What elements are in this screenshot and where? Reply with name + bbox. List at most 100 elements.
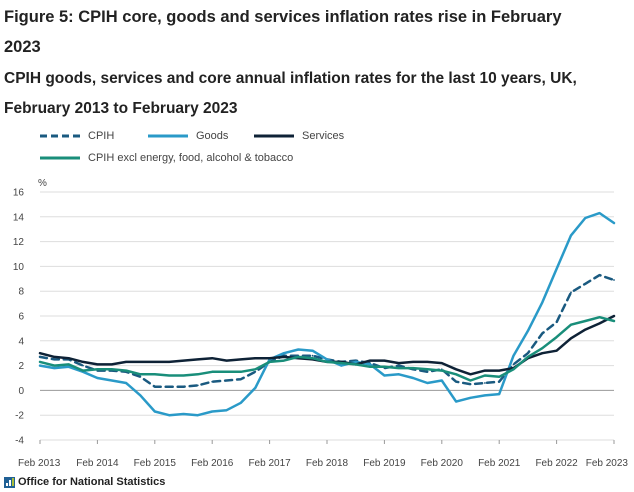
- data-point-goods: [469, 396, 472, 399]
- data-point-goods: [354, 361, 357, 363]
- data-point-goods: [340, 364, 343, 367]
- x-tick-label: Feb 2018: [306, 458, 349, 469]
- data-point-goods: [240, 401, 242, 404]
- data-point-cpih: [225, 379, 228, 382]
- data-point-cpih: [53, 358, 56, 361]
- data-point-cpih: [570, 291, 572, 294]
- data-point-cpih: [39, 356, 41, 358]
- data-point-core: [512, 368, 515, 371]
- footer: Office for National Statistics: [0, 473, 634, 492]
- data-point-cpih: [139, 375, 142, 378]
- data-point-core: [53, 364, 56, 367]
- data-point-core: [225, 370, 228, 373]
- data-point-core: [541, 347, 544, 350]
- x-tick-label: Feb 2017: [248, 458, 291, 469]
- data-point-cpih: [82, 364, 84, 367]
- data-point-goods: [369, 363, 371, 366]
- data-point-services: [440, 362, 443, 364]
- data-point-core: [484, 374, 486, 377]
- data-point-services: [412, 361, 414, 363]
- footer-credit: Office for National Statistics: [18, 476, 166, 488]
- ons-logo-icon: [4, 477, 15, 488]
- data-point-services: [225, 359, 228, 362]
- data-point-goods: [225, 409, 228, 412]
- data-point-cpih: [182, 385, 185, 388]
- data-point-cpih: [153, 385, 156, 388]
- data-point-goods: [254, 387, 257, 389]
- x-tick-label: Feb 2014: [76, 458, 119, 469]
- data-point-cpih: [555, 321, 558, 324]
- line-chart: -4 -2 0 2 4 6 8 10 12 14 16 Feb 2013 Feb 2014 Feb 201…: [13, 188, 629, 470]
- data-point-goods: [555, 268, 558, 270]
- data-point-core: [527, 356, 529, 358]
- data-point-services: [82, 361, 84, 363]
- legend-item-services: Services: [254, 130, 344, 142]
- x-tick-label: Feb 2021: [478, 458, 521, 469]
- data-point-cpih: [541, 332, 544, 335]
- data-point-goods: [53, 367, 56, 369]
- data-point-core: [555, 336, 558, 338]
- data-point-goods: [196, 414, 199, 417]
- data-point-core: [297, 356, 300, 358]
- data-point-core: [139, 373, 142, 376]
- data-point-cpih: [598, 274, 601, 276]
- data-point-core: [168, 374, 171, 377]
- legend-label-services: Services: [302, 130, 345, 142]
- data-point-goods: [182, 413, 185, 415]
- data-point-goods: [541, 301, 544, 304]
- data-point-services: [182, 359, 185, 362]
- data-point-core: [254, 368, 257, 371]
- y-tick-label: 6: [18, 312, 24, 323]
- data-point-services: [598, 322, 601, 325]
- y-tick-label: 4: [18, 336, 24, 347]
- legend-swatch-goods: [148, 134, 188, 138]
- data-point-services: [139, 361, 142, 363]
- data-point-goods: [512, 354, 515, 357]
- y-tick-label: -4: [15, 436, 24, 447]
- data-point-goods: [598, 212, 601, 214]
- data-point-services: [484, 369, 486, 372]
- data-point-core: [397, 367, 400, 369]
- data-point-cpih: [254, 370, 257, 373]
- y-axis-unit: %: [38, 178, 47, 189]
- y-tick-label: 0: [18, 386, 24, 397]
- data-point-services: [110, 363, 113, 366]
- y-tick-label: 10: [13, 262, 25, 273]
- data-point-core: [268, 361, 271, 363]
- data-point-services: [369, 359, 371, 362]
- legend-item-core: CPIH excl energy, food, alcohol & tobacc…: [40, 152, 293, 164]
- data-point-core: [598, 316, 601, 319]
- data-point-goods: [139, 394, 142, 397]
- data-point-services: [570, 337, 572, 340]
- x-tick-label: Feb 2023: [586, 458, 629, 469]
- data-point-cpih: [397, 364, 400, 367]
- y-tick-label: 12: [13, 237, 25, 248]
- data-point-cpih: [584, 282, 587, 285]
- data-point-core: [326, 361, 328, 363]
- data-point-core: [498, 375, 501, 378]
- data-point-goods: [613, 222, 615, 224]
- data-point-core: [455, 373, 457, 376]
- x-tick-label: Feb 2019: [363, 458, 406, 469]
- data-point-core: [412, 367, 414, 369]
- legend-swatch-core: [40, 156, 80, 160]
- data-point-core: [584, 320, 587, 322]
- data-point-goods: [39, 364, 41, 367]
- data-point-goods: [484, 394, 486, 397]
- data-point-core: [383, 365, 386, 368]
- legend-label-core: CPIH excl energy, food, alcohol & tobacc…: [88, 152, 294, 164]
- data-point-services: [240, 358, 242, 361]
- data-point-goods: [297, 348, 300, 351]
- data-point-services: [196, 358, 199, 361]
- x-tick-label: Feb 2016: [191, 458, 234, 469]
- data-point-core: [82, 369, 84, 372]
- data-point-goods: [211, 410, 214, 413]
- data-point-services: [498, 369, 501, 372]
- x-tick-label: Feb 2013: [18, 458, 61, 469]
- data-point-goods: [570, 234, 572, 237]
- legend-swatch-services: [254, 134, 294, 138]
- y-tick-label: 8: [18, 287, 24, 298]
- chart-subtitle: CPIH goods, services and core annual inf…: [4, 70, 577, 117]
- data-point-services: [584, 328, 587, 331]
- x-tick-label: Feb 2020: [421, 458, 464, 469]
